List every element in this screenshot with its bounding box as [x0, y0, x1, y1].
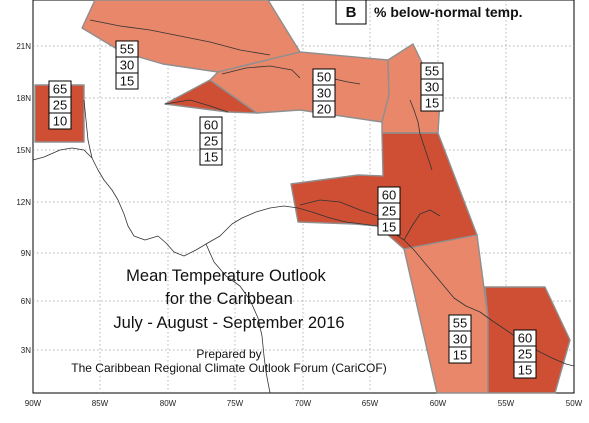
coastline: [89, 19, 271, 56]
probability-value: 60: [204, 118, 218, 133]
map-frame: [32, 0, 575, 394]
legend-letter-box: [335, 0, 367, 25]
probability-value: 65: [53, 82, 67, 97]
map-title: Mean Temperature Outlook for the Caribbe…: [71, 267, 386, 375]
probability-cell: [312, 100, 336, 118]
lat-tick-label: 3N: [21, 346, 31, 355]
probability-cell: [199, 148, 223, 166]
lon-tick-label: 60W: [430, 399, 447, 408]
probability-value: 30: [453, 332, 467, 347]
coastline: [409, 99, 433, 171]
probability-cell: [377, 218, 401, 236]
legend-text: % below-normal temp.: [374, 4, 523, 20]
coastline: [221, 65, 301, 79]
probability-value: 55: [453, 316, 467, 331]
probability-value: 25: [382, 204, 396, 219]
prepared-by: Prepared by: [196, 347, 261, 361]
coastline: [32, 147, 575, 367]
forum-name: The Caribbean Regional Climate Outlook F…: [71, 361, 386, 375]
lon-tick-label: 55W: [498, 399, 515, 408]
title-line-1: Mean Temperature Outlook: [126, 267, 326, 285]
probability-cell: [48, 112, 72, 130]
axis-ticks: 21N 18N 15N 12N 9N 6N 3N 90W 85W 80W 75W 70W 65W 60W 5…: [16, 42, 582, 408]
probability-cell: [115, 72, 139, 90]
probability-value: 15: [425, 96, 439, 111]
probability-cell: [513, 361, 537, 379]
probability-cell: [420, 94, 444, 112]
lat-tick-label: 6N: [21, 297, 31, 306]
probability-value: 50: [317, 70, 331, 85]
title-line-3: July - August - September 2016: [113, 314, 344, 332]
lon-tick-label: 85W: [92, 399, 109, 408]
probability-value: 15: [120, 74, 134, 89]
title-line-2: for the Caribbean: [165, 290, 293, 308]
lon-tick-label: 65W: [362, 399, 379, 408]
probability-value: 25: [53, 98, 67, 113]
coastline: [83, 99, 93, 159]
lat-tick-label: 9N: [21, 249, 31, 258]
probability-value: 15: [453, 348, 467, 363]
lon-tick-label: 50W: [566, 399, 583, 408]
legend-letter: B: [346, 4, 357, 21]
probability-value: 15: [382, 220, 396, 235]
probability-value: 60: [382, 188, 396, 203]
coastlines: [32, 19, 575, 394]
probability-value: 55: [120, 42, 134, 57]
probability-value: 55: [425, 64, 439, 79]
probability-value: 25: [518, 347, 532, 362]
coastline: [205, 243, 271, 394]
probability-value: 30: [120, 58, 134, 73]
probability-value: 20: [317, 102, 331, 117]
probability-value: 10: [53, 114, 67, 129]
lon-tick-label: 90W: [25, 399, 42, 408]
probability-value: 30: [317, 86, 331, 101]
lat-tick-label: 12N: [16, 198, 31, 207]
lat-tick-label: 18N: [16, 94, 31, 103]
lat-tick-label: 21N: [16, 42, 31, 51]
legend: B % below-normal temp.: [335, 0, 523, 25]
probability-value: 30: [425, 80, 439, 95]
coastline: [299, 199, 379, 217]
lon-tick-label: 80W: [160, 399, 177, 408]
probability-boxes: 6525105530156025155030205530156025155530…: [48, 40, 537, 379]
lat-tick-label: 15N: [16, 146, 31, 155]
coastline: [403, 209, 441, 241]
probability-value: 25: [204, 134, 218, 149]
coastline: [164, 99, 229, 113]
probability-value: 15: [518, 363, 532, 378]
lon-tick-label: 75W: [227, 399, 244, 408]
probability-value: 60: [518, 331, 532, 346]
probability-value: 15: [204, 150, 218, 165]
probability-cell: [448, 346, 472, 364]
lon-tick-label: 70W: [295, 399, 312, 408]
